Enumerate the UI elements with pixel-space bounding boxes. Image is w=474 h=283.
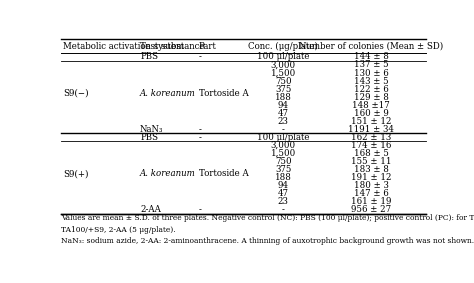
Text: 375: 375 <box>275 85 292 94</box>
Text: NaN₃: NaN₃ <box>140 125 164 134</box>
Text: Number of colonies (Mean ± SD): Number of colonies (Mean ± SD) <box>299 42 443 51</box>
Text: Values are mean ± S.D. of three plates. Negative control (NC): PBS (100 μl/plate: Values are mean ± S.D. of three plates. … <box>61 215 474 222</box>
Text: 137 ± 5: 137 ± 5 <box>354 61 388 70</box>
Text: Tortoside A: Tortoside A <box>199 169 248 178</box>
Text: 180 ± 3: 180 ± 3 <box>354 181 389 190</box>
Text: 375: 375 <box>275 165 292 174</box>
Text: 47: 47 <box>278 189 289 198</box>
Text: 144 ± 8: 144 ± 8 <box>354 52 389 61</box>
Text: -: - <box>199 205 202 214</box>
Text: 750: 750 <box>275 77 292 85</box>
Text: 94: 94 <box>278 101 289 110</box>
Text: -: - <box>199 133 202 142</box>
Text: 23: 23 <box>278 117 289 126</box>
Text: PBS: PBS <box>140 133 158 142</box>
Text: -: - <box>199 125 202 134</box>
Text: A. koreanum: A. koreanum <box>140 169 196 178</box>
Text: Part: Part <box>199 42 217 51</box>
Text: 183 ± 8: 183 ± 8 <box>354 165 389 174</box>
Text: 148 ±17: 148 ±17 <box>352 101 390 110</box>
Text: 100 μl/plate: 100 μl/plate <box>257 133 310 142</box>
Text: 3,000: 3,000 <box>271 141 296 150</box>
Text: 47: 47 <box>278 109 289 118</box>
Text: 3,000: 3,000 <box>271 61 296 70</box>
Text: 162 ± 13: 162 ± 13 <box>351 133 391 142</box>
Text: 130 ± 6: 130 ± 6 <box>354 68 389 78</box>
Text: -: - <box>282 205 285 214</box>
Text: 1,500: 1,500 <box>271 68 296 78</box>
Text: 750: 750 <box>275 157 292 166</box>
Text: -: - <box>199 52 202 61</box>
Text: 129 ± 8: 129 ± 8 <box>354 93 389 102</box>
Text: Metabolic activation system: Metabolic activation system <box>63 42 184 51</box>
Text: A. koreanum: A. koreanum <box>140 89 196 98</box>
Text: Conc. (μg/plate): Conc. (μg/plate) <box>248 42 318 51</box>
Text: 174 ± 16: 174 ± 16 <box>351 141 392 150</box>
Text: S9(−): S9(−) <box>63 89 89 98</box>
Text: S9(+): S9(+) <box>63 169 89 178</box>
Text: NaN₃: sodium azide, 2-AA: 2-aminoanthracene. A thinning of auxotrophic backgroun: NaN₃: sodium azide, 2-AA: 2-aminoanthrac… <box>61 237 474 245</box>
Text: 188: 188 <box>275 93 292 102</box>
Text: 151 ± 12: 151 ± 12 <box>351 117 392 126</box>
Text: 2-AA: 2-AA <box>140 205 161 214</box>
Text: 956 ± 27: 956 ± 27 <box>351 205 391 214</box>
Text: Test substance: Test substance <box>140 42 205 51</box>
Text: 161 ± 19: 161 ± 19 <box>351 197 392 206</box>
Text: 94: 94 <box>278 181 289 190</box>
Text: 147 ± 6: 147 ± 6 <box>354 189 389 198</box>
Text: 155 ± 11: 155 ± 11 <box>351 157 392 166</box>
Text: Tortoside A: Tortoside A <box>199 89 248 98</box>
Text: TA100/+S9, 2-AA (5 μg/plate).: TA100/+S9, 2-AA (5 μg/plate). <box>61 226 176 234</box>
Text: 1,500: 1,500 <box>271 149 296 158</box>
Text: PBS: PBS <box>140 52 158 61</box>
Text: 143 ± 5: 143 ± 5 <box>354 77 388 85</box>
Text: 188: 188 <box>275 173 292 182</box>
Text: 191 ± 12: 191 ± 12 <box>351 173 392 182</box>
Text: 100 μl/plate: 100 μl/plate <box>257 52 310 61</box>
Text: 23: 23 <box>278 197 289 206</box>
Text: -: - <box>282 125 285 134</box>
Text: 1191 ± 34: 1191 ± 34 <box>348 125 394 134</box>
Text: 122 ± 6: 122 ± 6 <box>354 85 389 94</box>
Text: 160 ± 9: 160 ± 9 <box>354 109 389 118</box>
Text: 168 ± 5: 168 ± 5 <box>354 149 389 158</box>
